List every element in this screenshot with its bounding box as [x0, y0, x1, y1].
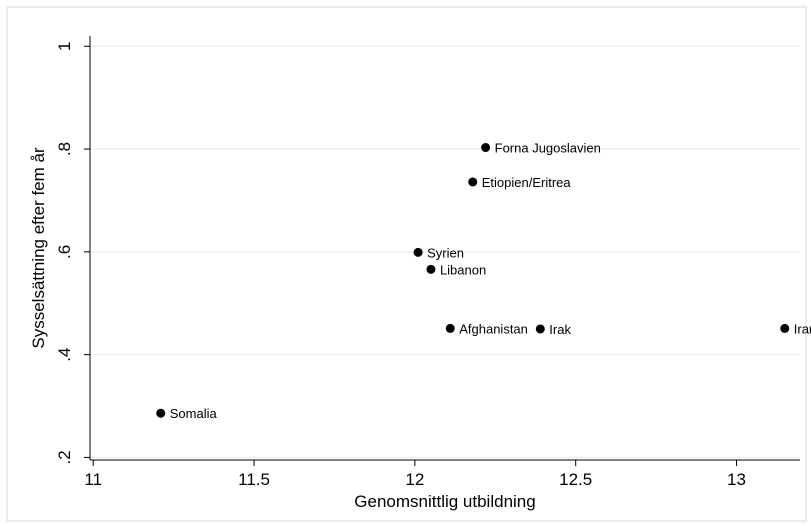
- x-tick-label: 12.5: [559, 470, 592, 489]
- x-tick-label: 11.5: [238, 470, 270, 489]
- y-tick-label: .2: [55, 450, 74, 464]
- outer-frame: [6, 6, 807, 522]
- y-tick-label: .6: [55, 245, 74, 259]
- data-point-label: Irak: [549, 322, 571, 337]
- x-tick-label: 12: [405, 470, 424, 489]
- y-axis-title: Sysselsättning efter fem år: [29, 147, 48, 349]
- data-point: [481, 143, 491, 153]
- data-point: [445, 323, 455, 333]
- y-tick-label: .8: [55, 142, 74, 156]
- data-point-label: Syrien: [427, 245, 464, 260]
- data-point: [780, 323, 790, 333]
- data-point-label: Forna Jugoslavien: [495, 141, 601, 156]
- data-point-label: Iran: [794, 321, 811, 336]
- data-point-label: Somalia: [170, 406, 218, 421]
- grid-lines: [90, 45, 800, 459]
- data-point-label: Afghanistan: [459, 321, 528, 336]
- data-point: [468, 177, 478, 187]
- y-axis-ticks: .2 .4 .6 .8 1: [55, 42, 90, 465]
- data-point: [535, 324, 545, 334]
- y-tick-label: 1: [55, 42, 74, 51]
- x-axis-ticks: 11 11.5 12 12.5 13: [84, 460, 746, 489]
- y-tick-label: .4: [55, 348, 74, 362]
- data-point-label: Etiopien/Eritrea: [482, 175, 572, 190]
- x-axis-title: Genomsnittlig utbildning: [354, 492, 535, 511]
- x-tick-label: 13: [727, 470, 746, 489]
- data-point-label: Libanon: [440, 262, 486, 277]
- data-point: [156, 408, 166, 418]
- data-point: [413, 247, 423, 257]
- data-points: Somalia Syrien Libanon Afghanistan Etiopien/…: [156, 141, 811, 421]
- x-tick-label: 11: [84, 470, 102, 489]
- data-point: [426, 264, 436, 274]
